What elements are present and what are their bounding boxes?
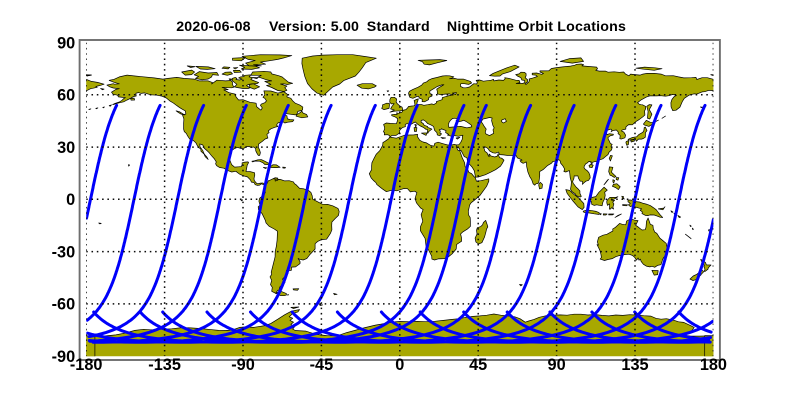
svg-text:-135: -135	[148, 356, 181, 374]
svg-text:-30: -30	[52, 243, 76, 261]
svg-text:-60: -60	[52, 296, 76, 314]
svg-text:Standard: Standard	[367, 19, 430, 35]
svg-text:60: 60	[57, 87, 75, 105]
svg-text:-45: -45	[310, 356, 334, 374]
svg-text:0: 0	[395, 356, 404, 374]
svg-text:-90: -90	[52, 348, 76, 366]
svg-text:180: 180	[700, 356, 727, 374]
svg-text:30: 30	[57, 139, 75, 157]
svg-text:45: 45	[469, 356, 487, 374]
svg-text:135: 135	[621, 356, 648, 374]
svg-text:-90: -90	[231, 356, 255, 374]
svg-text:0: 0	[66, 191, 75, 209]
svg-text:90: 90	[548, 356, 566, 374]
svg-text:Nighttime Orbit Locations: Nighttime Orbit Locations	[447, 19, 626, 35]
svg-text:Version: 5.00: Version: 5.00	[269, 19, 359, 35]
svg-text:2020-06-08: 2020-06-08	[176, 19, 251, 35]
svg-text:-180: -180	[70, 356, 103, 374]
svg-text:90: 90	[57, 34, 75, 52]
